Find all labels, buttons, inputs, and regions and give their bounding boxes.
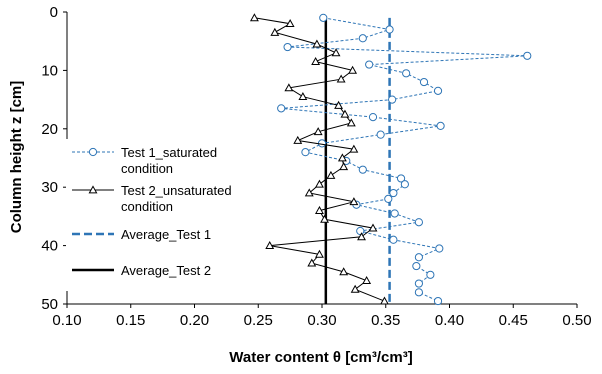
test2-point <box>326 170 336 179</box>
legend-label: condition <box>121 161 173 176</box>
test2-point <box>249 13 259 22</box>
test2-point <box>337 153 347 162</box>
y-tick-label: 30 <box>41 179 58 196</box>
test2-point <box>298 92 308 101</box>
test2-point <box>348 65 358 74</box>
test1-point <box>436 121 445 130</box>
legend-label: Test 1_saturated <box>121 145 217 160</box>
test1-point <box>356 226 365 236</box>
series-test1-saturated <box>277 13 532 306</box>
test2-point <box>270 27 280 36</box>
test1-point <box>402 69 411 78</box>
test2-point <box>315 205 324 214</box>
test1-point <box>433 296 443 306</box>
x-tick-label: 0.10 <box>52 312 81 329</box>
test2-point <box>265 240 275 249</box>
test1-point <box>523 51 532 60</box>
test1-point <box>277 104 286 113</box>
test1-point <box>400 180 409 189</box>
test2-point <box>315 179 324 188</box>
test2-point <box>307 258 317 267</box>
test2-point <box>334 100 344 109</box>
test1-point <box>414 253 423 262</box>
x-tick-label: 0.50 <box>562 312 591 329</box>
x-tick-label: 0.45 <box>499 312 528 329</box>
test2-point <box>313 127 323 136</box>
legend-marker-test1 <box>88 147 98 157</box>
y-tick-label: 40 <box>41 238 58 255</box>
test2-point <box>368 223 378 232</box>
test1-point <box>358 165 367 174</box>
test1-point <box>412 261 421 271</box>
test2-point <box>312 39 322 48</box>
test1-point <box>389 188 398 198</box>
tick-labels: 0.10 0.15 0.20 0.25 0.30 0.35 0.40 0.45 0.50 0 10 2… <box>41 4 591 329</box>
test1-point <box>414 218 423 227</box>
test2-point <box>339 267 349 276</box>
x-tick-label: 0.20 <box>180 312 209 329</box>
y-axis-label: Column height z [cm] <box>8 81 25 234</box>
test2-point <box>285 19 295 28</box>
test2-point <box>284 83 294 92</box>
test1-point <box>388 95 397 104</box>
test2-point <box>336 74 346 83</box>
test1-point <box>368 113 378 122</box>
test2-point <box>357 232 366 241</box>
test1-point <box>301 148 310 157</box>
test1-point <box>283 42 292 52</box>
test1-point <box>414 288 423 297</box>
x-tick-label: 0.35 <box>371 312 400 329</box>
x-tick-label: 0.40 <box>435 312 464 329</box>
test2-point <box>350 284 360 293</box>
legend-label: Test 2_unsaturated <box>121 183 232 198</box>
y-tick-label: 0 <box>50 4 58 21</box>
test1-point <box>414 279 423 288</box>
test1-line <box>281 17 528 302</box>
test2-point <box>362 276 372 285</box>
test1-point <box>396 174 406 183</box>
x-axis-label: Water content θ [cm³/cm³] <box>229 349 412 366</box>
y-tick-label: 50 <box>41 296 58 313</box>
test1-point <box>358 34 367 43</box>
test2-point <box>349 144 359 153</box>
test2-point <box>349 197 359 206</box>
test1-point <box>390 209 399 218</box>
legend-marker-test2 <box>88 185 98 194</box>
test1-point <box>389 235 398 244</box>
test2-point <box>380 296 389 305</box>
test1-point <box>365 60 374 69</box>
test1-point <box>426 270 435 279</box>
test1-point <box>435 244 444 253</box>
legend-label: Average_Test 2 <box>121 263 211 278</box>
average-lines <box>324 17 391 304</box>
test1-point <box>419 77 429 87</box>
test2-point <box>339 162 349 171</box>
test2-point <box>293 135 303 144</box>
legend-label: condition <box>121 199 173 214</box>
x-tick-label: 0.30 <box>307 312 336 329</box>
test2-point <box>346 118 356 127</box>
test2-point <box>320 214 329 223</box>
test1-point <box>319 13 328 22</box>
test1-point <box>376 130 385 139</box>
test2-point <box>315 249 324 258</box>
test2-point <box>304 188 314 197</box>
y-tick-label: 10 <box>41 62 58 79</box>
test2-point <box>311 57 321 66</box>
legend-box <box>66 139 258 291</box>
x-tick-label: 0.15 <box>116 312 145 329</box>
test2-point <box>340 109 350 118</box>
y-tick-label: 20 <box>41 121 58 138</box>
test2-point <box>331 48 341 57</box>
test2-line <box>254 17 385 302</box>
test1-point <box>433 86 443 95</box>
x-tick-label: 0.25 <box>244 312 273 329</box>
test1-point <box>384 194 393 203</box>
series-test2-unsaturated <box>249 13 389 305</box>
test1-point <box>385 25 394 34</box>
legend-label: Average_Test 1 <box>121 227 211 242</box>
